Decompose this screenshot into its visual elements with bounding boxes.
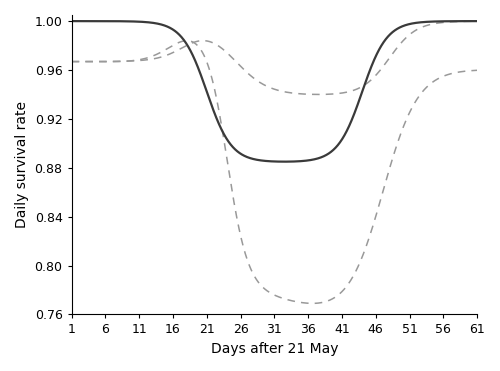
X-axis label: Days after 21 May: Days after 21 May — [210, 342, 338, 356]
Y-axis label: Daily survival rate: Daily survival rate — [15, 101, 29, 228]
